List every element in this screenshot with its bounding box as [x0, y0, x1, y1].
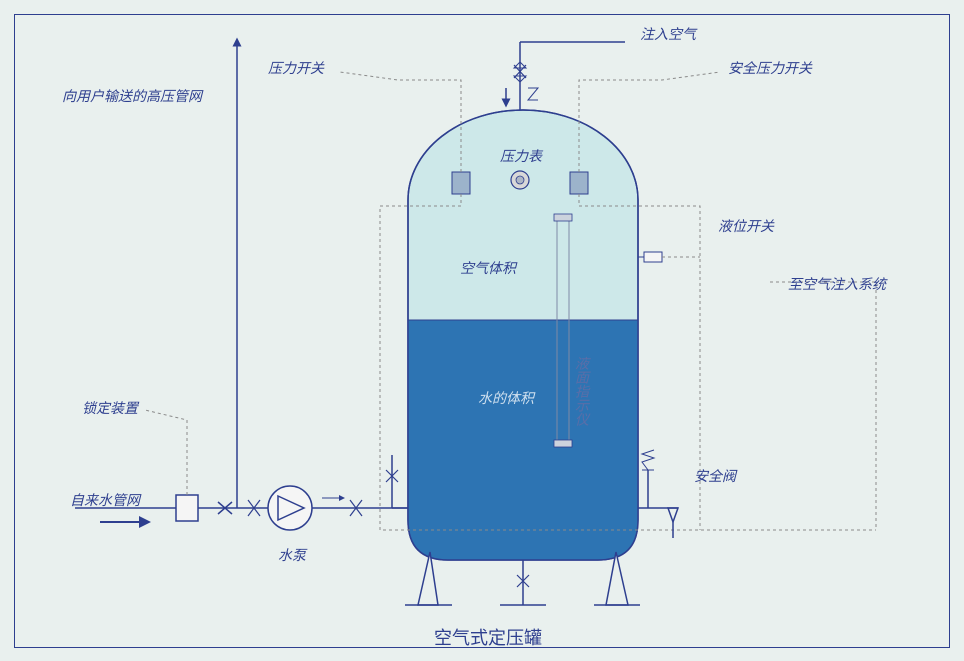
diagram-title: 空气式定压罐	[434, 624, 542, 650]
label-safety-valve: 安全阀	[694, 466, 736, 486]
air-inlet-pipe	[506, 42, 625, 110]
right-pipe	[638, 450, 678, 538]
label-air-inject: 注入空气	[640, 24, 696, 44]
label-to-air-system: 至空气注入系统	[788, 274, 886, 294]
bottom-drain	[500, 560, 546, 605]
label-pump: 水泵	[278, 545, 306, 565]
label-water-volume: 水的体积	[478, 388, 534, 408]
label-pressure-switch: 压力开关	[268, 58, 324, 78]
label-safety-pressure-switch: 安全压力开关	[728, 58, 812, 78]
label-air-volume: 空气体积	[460, 258, 516, 278]
label-level-indicator: 液面指示仪	[572, 356, 592, 426]
label-to-user-hp: 向用户输送的高压管网	[62, 86, 202, 106]
label-locking-device: 锁定装置	[82, 398, 138, 418]
label-tap-water: 自来水管网	[70, 490, 140, 510]
level-switch-icon	[644, 252, 662, 262]
label-pressure-gauge: 压力表	[500, 146, 542, 166]
pressure-switch-icon	[452, 172, 470, 194]
safety-pressure-switch-icon	[570, 172, 588, 194]
diagram-canvas: 注入空气 压力开关 安全压力开关 向用户输送的高压管网 压力表 空气体积 液位开…	[0, 0, 964, 661]
label-level-switch: 液位开关	[718, 216, 774, 236]
